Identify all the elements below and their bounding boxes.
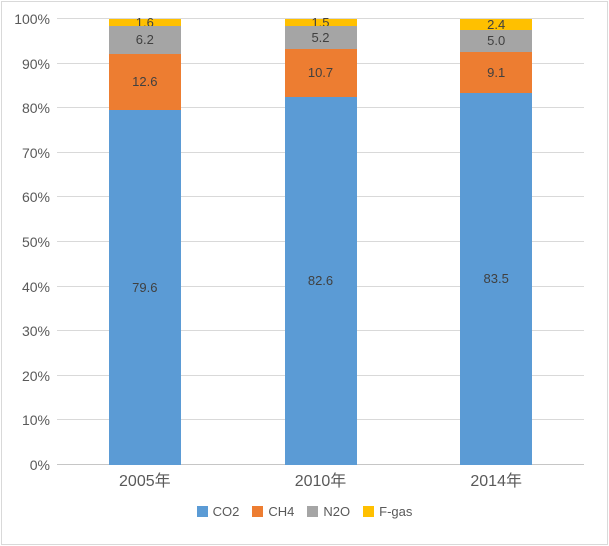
stacked-bar-2010年: 82.6 10.7 5.2 1.5 bbox=[284, 14, 357, 465]
bar-segment-N2O: 6.2 bbox=[108, 26, 181, 54]
legend-item-N2O: N2O bbox=[307, 505, 350, 518]
x-axis-category-label: 2010年 bbox=[294, 473, 347, 490]
data-label: 10.7 bbox=[307, 65, 334, 81]
legend: CO2 CH4 N2O F-gas bbox=[2, 505, 607, 518]
bar-segment-N2O: 5.0 bbox=[460, 29, 533, 53]
data-label: 12.6 bbox=[132, 74, 158, 90]
legend-swatch-icon bbox=[363, 506, 375, 517]
plot-area: 79.6 12.6 6.2 1.6 82.6 10.7 5.2 1.5 83.5 9.1 5.0 2.… bbox=[57, 14, 584, 465]
x-axis-category-label: 2014年 bbox=[470, 473, 522, 490]
x-axis-category-label: 2005年 bbox=[119, 473, 171, 490]
y-axis-tick-label: 50% bbox=[21, 234, 50, 250]
y-axis-tick-label: 10% bbox=[21, 412, 50, 429]
bar-segment-CH4: 9.1 bbox=[460, 52, 533, 93]
bar-segment-F-gas: 1.6 bbox=[108, 15, 181, 31]
data-label: 1.6 bbox=[135, 15, 154, 31]
data-label: 1.5 bbox=[311, 14, 330, 30]
legend-swatch-icon bbox=[196, 506, 208, 517]
y-axis-tick-label: 40% bbox=[21, 278, 50, 295]
data-label: 5.0 bbox=[487, 33, 506, 49]
y-axis-tick-label: 90% bbox=[21, 55, 50, 72]
stacked-bar-2014年: 83.5 9.1 5.0 2.4 bbox=[460, 16, 533, 465]
stacked-bar-2005年: 79.6 12.6 6.2 1.6 bbox=[108, 15, 181, 465]
bar-segment-CO2: 83.5 bbox=[460, 92, 533, 465]
y-axis-tick-label: 0% bbox=[29, 457, 50, 473]
data-label: 9.1 bbox=[487, 64, 506, 80]
y-axis: 0% 10% 20% 30% 40% 50% 60% 70% 80% 90% 100% bbox=[2, 12, 50, 472]
legend-swatch-icon bbox=[252, 506, 264, 517]
y-axis-tick-label: 70% bbox=[21, 144, 50, 161]
data-label: 79.6 bbox=[132, 279, 158, 295]
legend-item-CO2: CO2 bbox=[196, 504, 240, 519]
bar-segment-N2O: 5.2 bbox=[284, 25, 357, 49]
data-label: 5.2 bbox=[311, 29, 330, 45]
legend-label: CO2 bbox=[212, 504, 240, 519]
data-label: 82.6 bbox=[307, 273, 334, 289]
data-label: 6.2 bbox=[135, 32, 154, 48]
legend-item-CH4: CH4 bbox=[252, 505, 294, 518]
legend-swatch-icon bbox=[307, 506, 319, 517]
bar-segment-CH4: 10.7 bbox=[284, 48, 357, 97]
legend-label: N2O bbox=[323, 504, 351, 519]
y-axis-tick-label: 30% bbox=[21, 323, 50, 340]
bar-segment-F-gas: 2.4 bbox=[460, 16, 533, 32]
y-axis-tick-label: 20% bbox=[21, 367, 50, 384]
legend-label: F-gas bbox=[379, 504, 413, 519]
x-axis: 2005年 2010年 2014年 bbox=[57, 472, 584, 491]
bar-segment-CO2: 79.6 bbox=[108, 109, 181, 465]
legend-label: CH4 bbox=[268, 504, 295, 519]
data-label: 83.5 bbox=[483, 271, 509, 287]
y-axis-tick-label: 80% bbox=[21, 100, 50, 117]
y-axis-tick-label: 100% bbox=[14, 11, 50, 27]
data-label: 2.4 bbox=[487, 16, 506, 32]
bar-segment-F-gas: 1.5 bbox=[284, 14, 357, 30]
gridline bbox=[57, 18, 584, 19]
legend-item-F-gas: F-gas bbox=[363, 505, 412, 518]
y-axis-tick-label: 60% bbox=[21, 189, 50, 206]
bar-segment-CO2: 82.6 bbox=[284, 96, 357, 465]
bar-segment-CH4: 12.6 bbox=[108, 53, 181, 110]
